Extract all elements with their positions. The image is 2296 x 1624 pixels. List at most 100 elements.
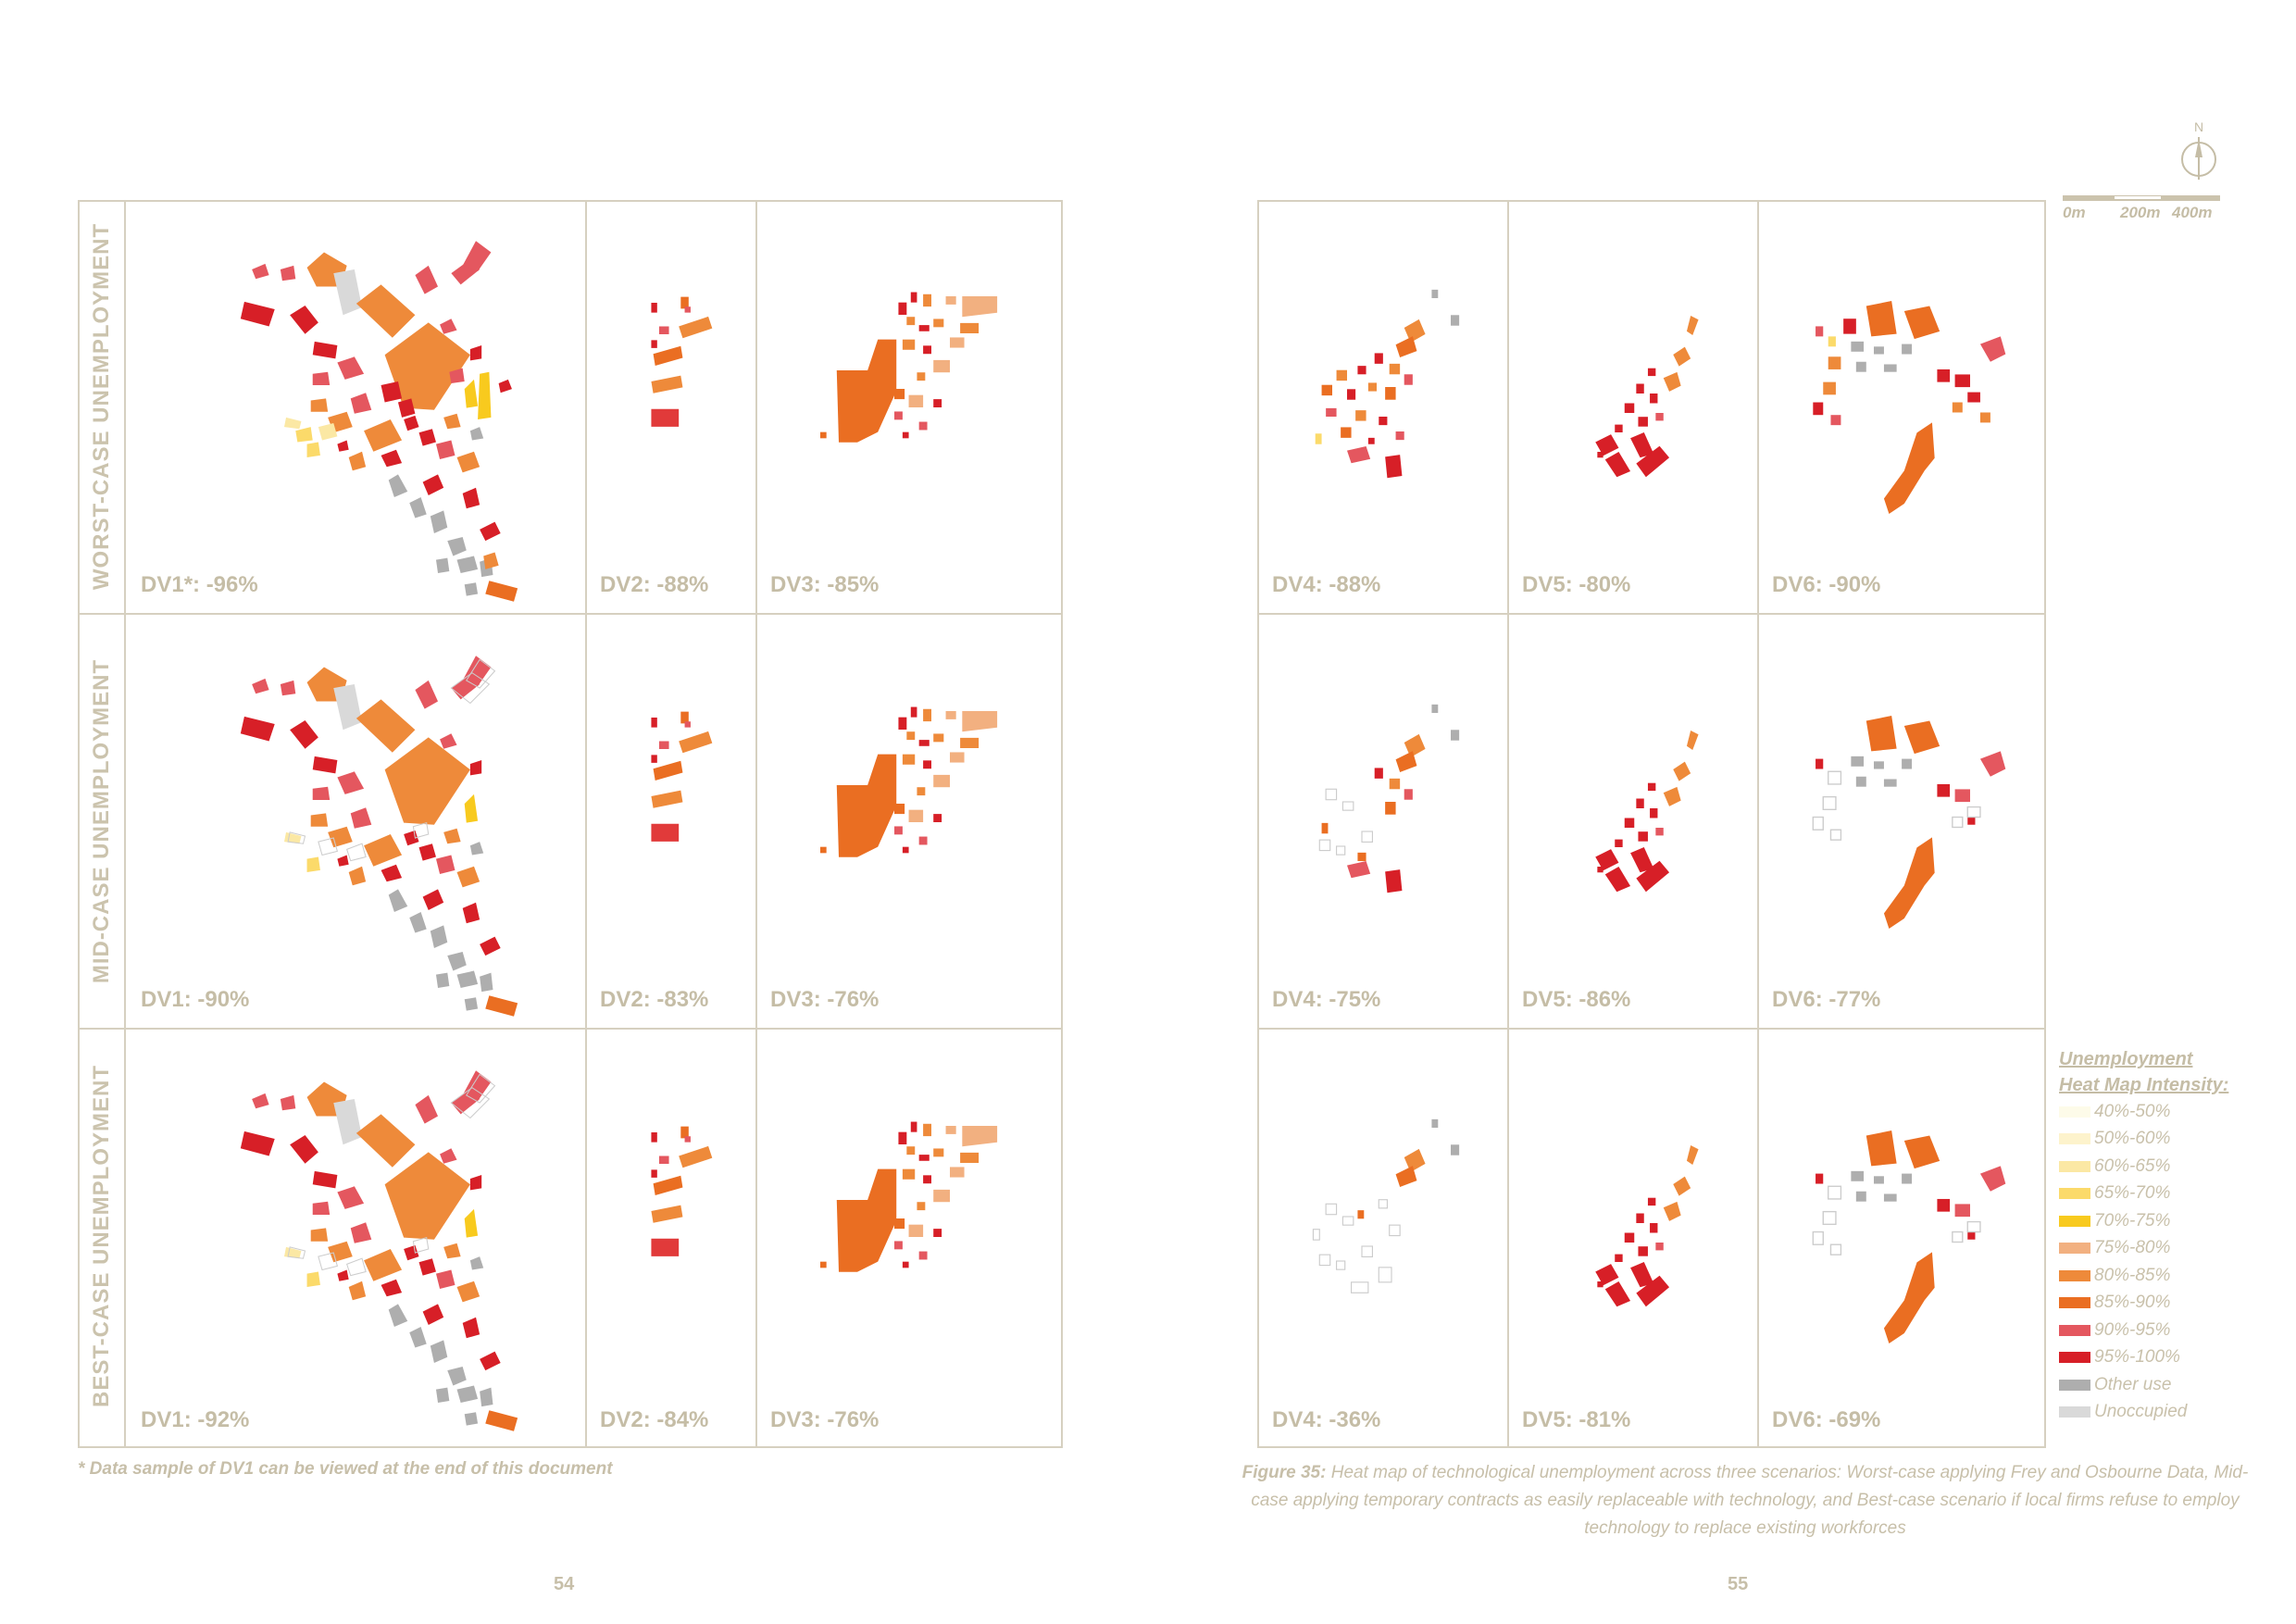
panel-label: DV5: -80% xyxy=(1522,572,1631,597)
footnote: * Data sample of DV1 can be viewed at th… xyxy=(78,1459,613,1479)
panel-label: DV2: -83% xyxy=(600,987,709,1012)
north-label: N xyxy=(2194,119,2203,134)
legend-item: 90%-95% xyxy=(2059,1317,2263,1344)
legend-item: 65%-70% xyxy=(2059,1181,2263,1208)
legend-swatch xyxy=(2059,1106,2090,1118)
legend-title: Heat Map Intensity: xyxy=(2059,1075,2229,1095)
map-dv1-mid xyxy=(240,656,518,1017)
panel-label: DV6: -77% xyxy=(1772,987,1881,1012)
legend-label: 75%-80% xyxy=(2094,1238,2171,1258)
legend-swatch xyxy=(2059,1215,2090,1227)
legend-label: 70%-75% xyxy=(2094,1210,2171,1230)
map-dv5-mid xyxy=(1595,731,1699,893)
map-dv2-best xyxy=(651,1126,713,1256)
legend-swatch xyxy=(2059,1160,2090,1172)
scale-bar xyxy=(2063,191,2220,201)
scale-label-200: 200m xyxy=(2120,204,2161,221)
scale-label-0: 0m xyxy=(2063,204,2086,221)
north-arrow-icon: N xyxy=(2166,117,2231,191)
map-dv6-mid xyxy=(1812,715,2007,930)
legend-item: 40%-50% xyxy=(2059,1098,2263,1126)
legend-swatch xyxy=(2059,1406,2090,1418)
legend-swatch xyxy=(2059,1352,2090,1364)
map-dv2-worst xyxy=(651,296,713,427)
divider xyxy=(585,200,587,1448)
legend-swatch xyxy=(2059,1188,2090,1200)
panel-label: DV3: -85% xyxy=(770,572,880,597)
legend-item: 70%-75% xyxy=(2059,1207,2263,1235)
legend-label: 60%-65% xyxy=(2094,1156,2171,1176)
page-number-left: 54 xyxy=(554,1574,575,1594)
divider xyxy=(755,200,757,1448)
legend-item: 60%-65% xyxy=(2059,1153,2263,1181)
legend: Unemployment Heat Map Intensity: 40%-50%… xyxy=(2059,1046,2263,1426)
divider xyxy=(1757,200,1759,1448)
legend-label: 85%-90% xyxy=(2094,1293,2171,1313)
divider xyxy=(1257,1028,2046,1030)
panel-label: DV1: -92% xyxy=(141,1407,250,1432)
map-dv2-mid xyxy=(651,711,713,842)
panel-label: DV5: -81% xyxy=(1522,1407,1631,1432)
panel-label: DV6: -69% xyxy=(1772,1407,1881,1432)
map-dv1-best xyxy=(240,1070,518,1431)
panel-label: DV4: -88% xyxy=(1272,572,1381,597)
legend-swatch xyxy=(2059,1324,2090,1336)
map-dv4-best xyxy=(1312,1118,1460,1293)
panel-label: DV1*: -96% xyxy=(141,572,258,597)
caption-text: Heat map of technological unemployment a… xyxy=(1251,1463,2249,1538)
figure-caption: Figure 35: Heat map of technological une… xyxy=(1241,1459,2250,1543)
row-label-worst: WORST-CASE UNEMPLOYMENT xyxy=(89,222,114,591)
legend-label: 90%-95% xyxy=(2094,1319,2171,1340)
legend-label: 40%-50% xyxy=(2094,1101,2171,1121)
panel-label: DV3: -76% xyxy=(770,987,880,1012)
map-dv3-worst xyxy=(820,292,998,443)
figure-number: Figure 35: xyxy=(1242,1463,1327,1482)
left-grid-frame xyxy=(78,200,1063,1448)
panel-label: DV5: -86% xyxy=(1522,987,1631,1012)
panel-label: DV6: -90% xyxy=(1772,572,1881,597)
panel-label: DV3: -76% xyxy=(770,1407,880,1432)
map-dv4-mid xyxy=(1318,704,1460,893)
panel-label: DV2: -88% xyxy=(600,572,709,597)
right-grid-frame xyxy=(1257,200,2046,1448)
legend-item: 95%-100% xyxy=(2059,1344,2263,1372)
divider xyxy=(124,200,126,1448)
divider xyxy=(78,613,1063,615)
legend-swatch xyxy=(2059,1133,2090,1145)
legend-title: Unemployment xyxy=(2059,1049,2193,1069)
panel-label: DV2: -84% xyxy=(600,1407,709,1432)
legend-item: 75%-80% xyxy=(2059,1235,2263,1263)
map-dv3-mid xyxy=(820,706,998,857)
map-dv5-best xyxy=(1595,1145,1699,1307)
legend-label: 65%-70% xyxy=(2094,1183,2171,1204)
row-label-best: BEST-CASE UNEMPLOYMENT xyxy=(89,1064,114,1408)
legend-label: 95%-100% xyxy=(2094,1347,2180,1368)
legend-item: Other use xyxy=(2059,1371,2263,1399)
legend-label: 50%-60% xyxy=(2094,1129,2171,1149)
page-number-right: 55 xyxy=(1728,1574,1749,1594)
legend-swatch xyxy=(2059,1297,2090,1309)
legend-item: 50%-60% xyxy=(2059,1126,2263,1154)
legend-item: Unoccupied xyxy=(2059,1399,2263,1427)
divider xyxy=(1257,613,2046,615)
row-label-mid: MID-CASE UNEMPLOYMENT xyxy=(89,658,114,984)
panel-label: DV4: -75% xyxy=(1272,987,1381,1012)
divider xyxy=(78,1028,1063,1030)
legend-item: 85%-90% xyxy=(2059,1290,2263,1318)
legend-swatch xyxy=(2059,1243,2090,1255)
legend-label: Other use xyxy=(2094,1374,2172,1394)
scale-label-400: 400m xyxy=(2172,204,2213,221)
legend-swatch xyxy=(2059,1379,2090,1391)
map-dv1-worst xyxy=(240,241,518,602)
legend-label: 80%-85% xyxy=(2094,1265,2171,1285)
legend-label: Unoccupied xyxy=(2094,1402,2188,1422)
divider xyxy=(1507,200,1509,1448)
map-dv3-best xyxy=(820,1121,998,1272)
map-dv6-best xyxy=(1812,1130,2007,1344)
map-dv4-worst xyxy=(1315,289,1460,479)
map-dv5-worst xyxy=(1595,316,1699,478)
panel-label: DV4: -36% xyxy=(1272,1407,1381,1432)
legend-item: 80%-85% xyxy=(2059,1262,2263,1290)
panel-label: DV1: -90% xyxy=(141,987,250,1012)
legend-swatch xyxy=(2059,1269,2090,1281)
